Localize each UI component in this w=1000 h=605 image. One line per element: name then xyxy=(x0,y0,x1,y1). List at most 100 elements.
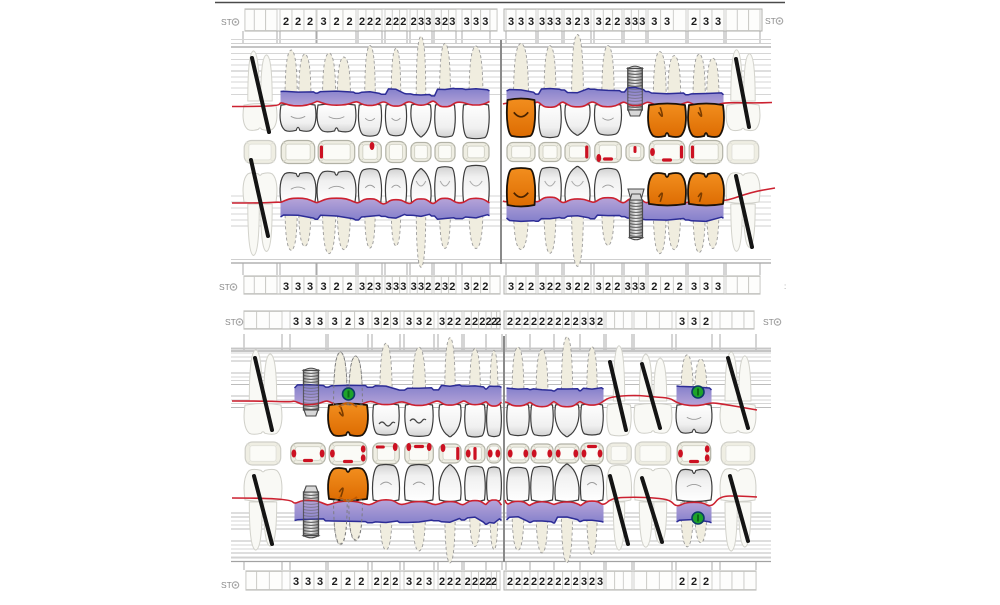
svg-text:3: 3 xyxy=(555,16,561,28)
svg-text:2: 2 xyxy=(583,281,589,293)
svg-text:3: 3 xyxy=(703,16,709,28)
svg-text:3: 3 xyxy=(418,16,424,28)
svg-text:3: 3 xyxy=(581,316,587,328)
svg-text:2: 2 xyxy=(564,316,570,328)
svg-text:2: 2 xyxy=(605,16,611,28)
svg-text:2: 2 xyxy=(703,316,709,328)
svg-text:2: 2 xyxy=(367,16,373,28)
svg-text:3: 3 xyxy=(691,281,697,293)
svg-text:2: 2 xyxy=(531,316,537,328)
svg-text:2: 2 xyxy=(523,316,529,328)
svg-text:3: 3 xyxy=(449,16,455,28)
svg-text:2: 2 xyxy=(374,576,380,588)
svg-text:3: 3 xyxy=(539,281,545,293)
svg-text:2: 2 xyxy=(547,576,553,588)
svg-text:2: 2 xyxy=(614,16,620,28)
svg-text:2: 2 xyxy=(435,281,441,293)
svg-text:2: 2 xyxy=(703,576,709,588)
svg-text:3: 3 xyxy=(374,316,380,328)
svg-text:2: 2 xyxy=(383,316,389,328)
svg-text:2: 2 xyxy=(573,576,579,588)
svg-text:2: 2 xyxy=(605,281,611,293)
svg-text:3: 3 xyxy=(317,316,323,328)
svg-text:3: 3 xyxy=(596,281,602,293)
svg-text:3: 3 xyxy=(715,16,721,28)
svg-text:3: 3 xyxy=(464,16,470,28)
svg-text:2: 2 xyxy=(539,576,545,588)
svg-text:2: 2 xyxy=(523,576,529,588)
svg-text:3: 3 xyxy=(581,576,587,588)
svg-text:2: 2 xyxy=(651,281,657,293)
svg-text:2: 2 xyxy=(346,281,352,293)
svg-text:2: 2 xyxy=(597,316,603,328)
svg-text:2: 2 xyxy=(573,316,579,328)
svg-text:3: 3 xyxy=(473,16,479,28)
svg-text:2: 2 xyxy=(472,576,478,588)
svg-text:ST: ST xyxy=(225,317,236,327)
svg-text:2: 2 xyxy=(473,281,479,293)
svg-text:2: 2 xyxy=(425,281,431,293)
svg-text:3: 3 xyxy=(508,16,514,28)
svg-text:2: 2 xyxy=(564,576,570,588)
svg-text:2: 2 xyxy=(447,316,453,328)
svg-text:3: 3 xyxy=(393,281,399,293)
svg-text:3: 3 xyxy=(392,316,398,328)
svg-text:3: 3 xyxy=(632,281,638,293)
svg-text:2: 2 xyxy=(518,281,524,293)
svg-text:2: 2 xyxy=(479,316,485,328)
svg-text:3: 3 xyxy=(583,16,589,28)
svg-text:3: 3 xyxy=(508,281,514,293)
svg-text:3: 3 xyxy=(305,316,311,328)
svg-text:2: 2 xyxy=(479,576,485,588)
svg-text:3: 3 xyxy=(664,16,670,28)
svg-text:2: 2 xyxy=(677,281,683,293)
svg-text:3: 3 xyxy=(528,16,534,28)
svg-text:2: 2 xyxy=(486,316,492,328)
svg-text:3: 3 xyxy=(442,281,448,293)
svg-text:2: 2 xyxy=(393,16,399,28)
svg-text:3: 3 xyxy=(632,16,638,28)
svg-text:3: 3 xyxy=(547,16,553,28)
svg-text:2: 2 xyxy=(465,576,471,588)
svg-text:2: 2 xyxy=(507,576,513,588)
svg-text:2: 2 xyxy=(528,281,534,293)
svg-text:3: 3 xyxy=(425,16,431,28)
svg-text:2: 2 xyxy=(472,316,478,328)
svg-text:3: 3 xyxy=(332,316,338,328)
svg-text:3: 3 xyxy=(639,16,645,28)
svg-text:2: 2 xyxy=(614,281,620,293)
svg-text:3: 3 xyxy=(464,281,470,293)
svg-text:2: 2 xyxy=(664,281,670,293)
svg-text:2: 2 xyxy=(346,16,352,28)
svg-text:2: 2 xyxy=(442,16,448,28)
svg-text:2: 2 xyxy=(531,576,537,588)
svg-text:2: 2 xyxy=(345,316,351,328)
svg-text:3: 3 xyxy=(625,16,631,28)
svg-text:2: 2 xyxy=(539,316,545,328)
svg-text:2: 2 xyxy=(486,576,492,588)
svg-text:3: 3 xyxy=(482,16,488,28)
svg-text:2: 2 xyxy=(507,316,513,328)
svg-text:3: 3 xyxy=(320,281,326,293)
svg-text:2: 2 xyxy=(547,281,553,293)
svg-text:2: 2 xyxy=(367,281,373,293)
svg-text:2: 2 xyxy=(495,316,501,328)
svg-text:2: 2 xyxy=(426,316,432,328)
svg-text:3: 3 xyxy=(411,281,417,293)
svg-text:3: 3 xyxy=(358,316,364,328)
svg-text:3: 3 xyxy=(295,281,301,293)
svg-text:2: 2 xyxy=(491,316,497,328)
svg-text:2: 2 xyxy=(589,576,595,588)
svg-text:2: 2 xyxy=(691,576,697,588)
svg-text:3: 3 xyxy=(439,316,445,328)
svg-text:3: 3 xyxy=(596,16,602,28)
svg-text:2: 2 xyxy=(333,16,339,28)
svg-text:ST: ST xyxy=(221,17,232,27)
svg-text:3: 3 xyxy=(359,281,365,293)
svg-text:2: 2 xyxy=(555,576,561,588)
svg-text:2: 2 xyxy=(345,576,351,588)
svg-text:2: 2 xyxy=(400,16,406,28)
svg-text:2: 2 xyxy=(691,16,697,28)
svg-text:2: 2 xyxy=(333,281,339,293)
svg-text:ST: ST xyxy=(765,16,776,26)
